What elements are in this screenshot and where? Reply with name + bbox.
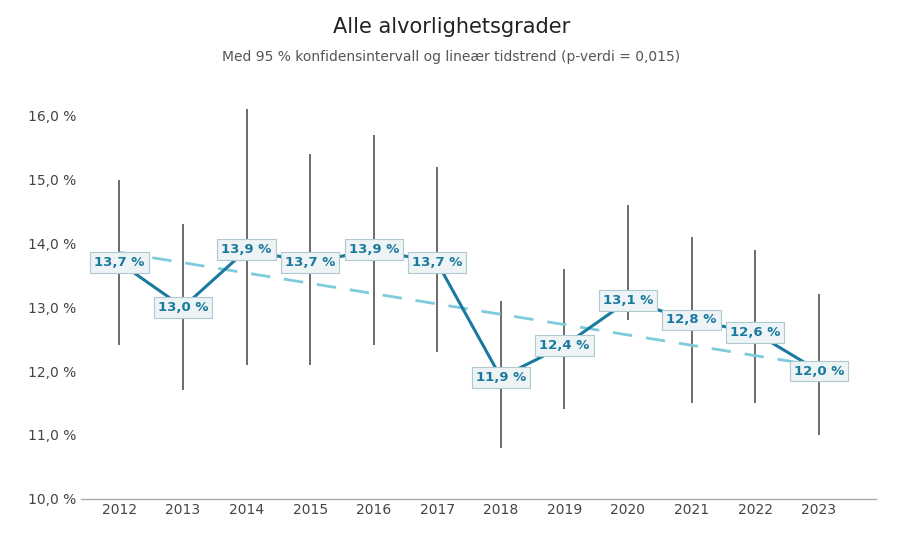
Text: 11,9 %: 11,9 %: [475, 371, 525, 384]
Text: Alle alvorlighetsgrader: Alle alvorlighetsgrader: [333, 17, 569, 37]
Text: 13,7 %: 13,7 %: [285, 256, 335, 269]
Text: Med 95 % konfidensintervall og lineær tidstrend (p-verdi = 0,015): Med 95 % konfidensintervall og lineær ti…: [222, 50, 680, 64]
Text: 13,9 %: 13,9 %: [348, 243, 399, 257]
Text: 12,4 %: 12,4 %: [538, 339, 589, 352]
Text: 13,9 %: 13,9 %: [221, 243, 272, 257]
Text: 13,1 %: 13,1 %: [603, 294, 652, 307]
Text: 13,7 %: 13,7 %: [411, 256, 462, 269]
Text: 13,7 %: 13,7 %: [94, 256, 144, 269]
Text: 13,0 %: 13,0 %: [158, 301, 208, 314]
Text: 12,0 %: 12,0 %: [793, 365, 843, 377]
Text: 12,6 %: 12,6 %: [729, 326, 779, 339]
Text: 12,8 %: 12,8 %: [666, 314, 716, 326]
